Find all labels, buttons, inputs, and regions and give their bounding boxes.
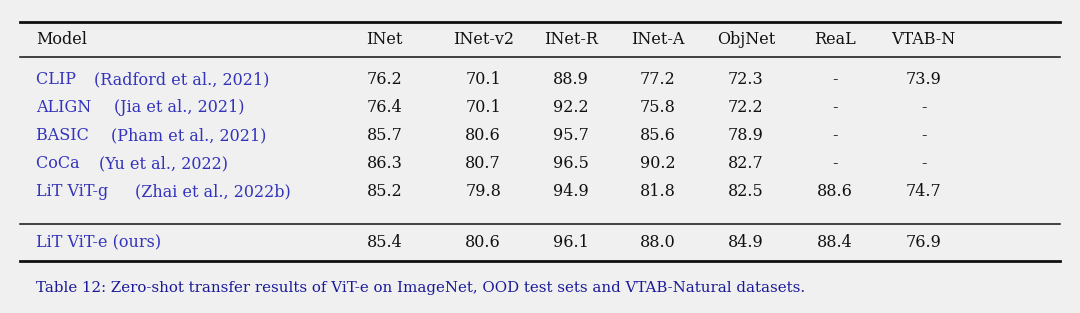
Text: 80.7: 80.7 bbox=[465, 155, 501, 172]
Text: ObjNet: ObjNet bbox=[717, 31, 774, 48]
Text: 88.6: 88.6 bbox=[816, 183, 852, 200]
Text: 88.0: 88.0 bbox=[640, 234, 676, 251]
Text: CoCa: CoCa bbox=[37, 155, 85, 172]
Text: 76.4: 76.4 bbox=[367, 99, 403, 116]
Text: 77.2: 77.2 bbox=[640, 71, 676, 88]
Text: 70.1: 70.1 bbox=[465, 99, 501, 116]
Text: 80.6: 80.6 bbox=[465, 127, 501, 144]
Text: (Radford et al., 2021): (Radford et al., 2021) bbox=[94, 71, 270, 88]
Text: -: - bbox=[832, 127, 837, 144]
Text: 79.8: 79.8 bbox=[465, 183, 501, 200]
Text: 84.9: 84.9 bbox=[728, 234, 764, 251]
Text: 76.2: 76.2 bbox=[367, 71, 403, 88]
Text: ALIGN: ALIGN bbox=[37, 99, 97, 116]
Text: LiT ViT-e (ours): LiT ViT-e (ours) bbox=[37, 234, 161, 251]
Text: Model: Model bbox=[37, 31, 87, 48]
Text: 96.1: 96.1 bbox=[553, 234, 589, 251]
Text: CLIP: CLIP bbox=[37, 71, 81, 88]
Text: -: - bbox=[832, 99, 837, 116]
Text: 90.2: 90.2 bbox=[640, 155, 676, 172]
Text: ReaL: ReaL bbox=[814, 31, 855, 48]
Text: 86.3: 86.3 bbox=[367, 155, 403, 172]
Text: LiT ViT-g: LiT ViT-g bbox=[37, 183, 113, 200]
Text: -: - bbox=[921, 99, 927, 116]
Text: 80.6: 80.6 bbox=[465, 234, 501, 251]
Text: 82.5: 82.5 bbox=[728, 183, 764, 200]
Text: Table 12: Zero-shot transfer results of ViT-e on ImageNet, OOD test sets and VTA: Table 12: Zero-shot transfer results of … bbox=[37, 281, 806, 295]
Text: 75.8: 75.8 bbox=[640, 99, 676, 116]
Text: 76.9: 76.9 bbox=[906, 234, 942, 251]
Text: -: - bbox=[921, 127, 927, 144]
Text: 78.9: 78.9 bbox=[728, 127, 764, 144]
Text: 85.2: 85.2 bbox=[367, 183, 403, 200]
Text: BASIC: BASIC bbox=[37, 127, 94, 144]
Text: 88.4: 88.4 bbox=[816, 234, 852, 251]
Text: 82.7: 82.7 bbox=[728, 155, 764, 172]
Text: 85.4: 85.4 bbox=[367, 234, 403, 251]
Text: -: - bbox=[832, 155, 837, 172]
Text: 94.9: 94.9 bbox=[553, 183, 589, 200]
Text: -: - bbox=[832, 71, 837, 88]
Text: (Zhai et al., 2022b): (Zhai et al., 2022b) bbox=[135, 183, 292, 200]
Text: 85.6: 85.6 bbox=[640, 127, 676, 144]
Text: 96.5: 96.5 bbox=[553, 155, 589, 172]
Text: INet: INet bbox=[366, 31, 403, 48]
Text: INet-R: INet-R bbox=[544, 31, 598, 48]
Text: 72.3: 72.3 bbox=[728, 71, 764, 88]
Text: 73.9: 73.9 bbox=[906, 71, 942, 88]
Text: (Jia et al., 2021): (Jia et al., 2021) bbox=[113, 99, 244, 116]
Text: 81.8: 81.8 bbox=[640, 183, 676, 200]
Text: 70.1: 70.1 bbox=[465, 71, 501, 88]
Text: 72.2: 72.2 bbox=[728, 99, 764, 116]
Text: 92.2: 92.2 bbox=[553, 99, 589, 116]
Text: 74.7: 74.7 bbox=[906, 183, 942, 200]
Text: (Yu et al., 2022): (Yu et al., 2022) bbox=[98, 155, 228, 172]
Text: INet-A: INet-A bbox=[631, 31, 685, 48]
Text: VTAB-N: VTAB-N bbox=[891, 31, 956, 48]
Text: 88.9: 88.9 bbox=[553, 71, 589, 88]
Text: (Pham et al., 2021): (Pham et al., 2021) bbox=[110, 127, 266, 144]
Text: -: - bbox=[921, 155, 927, 172]
Text: 95.7: 95.7 bbox=[553, 127, 589, 144]
Text: 85.7: 85.7 bbox=[367, 127, 403, 144]
Text: INet-v2: INet-v2 bbox=[453, 31, 514, 48]
